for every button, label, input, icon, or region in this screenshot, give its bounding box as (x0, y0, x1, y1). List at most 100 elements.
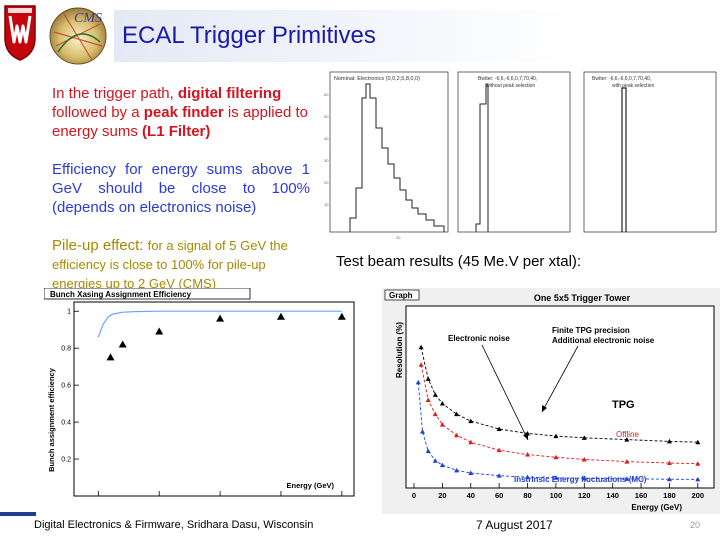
data-point-triangle (118, 340, 127, 348)
y-tick-label: 0.6 (61, 383, 71, 390)
histogram-1-legend: Nominal: Electronics (0,0,2,5,8,0,0) (334, 76, 420, 82)
histogram-2-legend-1: Bwtter: -6,6,-6,6,0,7,70,40, (478, 76, 537, 82)
bunch-chart-title: Bunch Xasing Assignment Efficiency (50, 290, 192, 299)
series-point (454, 411, 460, 417)
footer-date: 7 August 2017 (476, 518, 553, 532)
bullet-filtering-part-2: digital filtering (177, 85, 282, 102)
h1-tick-label: 40 (324, 136, 329, 141)
series-point (496, 426, 502, 432)
annotation-offline: Offline (616, 430, 640, 439)
data-point-triangle (155, 327, 164, 335)
y-tick-label: 0.4 (61, 420, 71, 427)
annotation-tpg: TPG (612, 399, 635, 411)
cms-logo-text: CMS (74, 11, 102, 26)
graph-frame (405, 305, 715, 489)
y-tick-label: 0.8 (61, 346, 71, 353)
series-point (581, 456, 587, 462)
h1-tick-label: 20 (396, 235, 401, 240)
bullet-filtering-part-3: followed by a (52, 104, 144, 121)
series-point (581, 475, 587, 481)
series-point (553, 475, 559, 480)
bullet-efficiency: Efficiency for energy sums above 1 GeV s… (52, 161, 310, 216)
x-tick-label: 0 (412, 491, 416, 500)
bullet-filtering-part-1: In the trigger path, (52, 85, 178, 102)
series-point (496, 447, 502, 453)
histogram-panel-2 (457, 71, 571, 233)
y-tick-label: 1 (67, 309, 71, 316)
series-point (666, 476, 672, 482)
x-tick-label: 80 (523, 491, 531, 500)
graph-x-axis-label: Energy (GeV) (631, 503, 682, 512)
x-tick-label: 120 (578, 491, 591, 500)
series-point (425, 448, 431, 454)
page-title: ECAL Trigger Primitives (122, 22, 376, 49)
data-point-triangle (337, 312, 346, 320)
annotation-additional-noise: Additional electronic noise (552, 336, 655, 345)
bullet-filtering-part-6: (L1 Filter) (142, 123, 211, 140)
cms-logo-icon: CMS (49, 7, 107, 65)
bunch-y-axis-label: Bunch assignment efficiency (47, 367, 56, 472)
series-point (454, 467, 460, 473)
x-tick-label: 60 (495, 491, 503, 500)
x-tick-label: 160 (635, 491, 648, 500)
series-point (420, 429, 426, 434)
y-tick-label: 0.2 (61, 457, 71, 464)
chart-title-box (44, 288, 251, 300)
histogram-3-curve (621, 87, 627, 232)
x-tick-label: 20 (438, 491, 446, 500)
series-point (666, 438, 672, 444)
x-tick-label: 40 (467, 491, 475, 500)
arrow-finite-tpg (541, 345, 579, 413)
x-tick-label: 200 (692, 491, 705, 500)
series-point (666, 460, 672, 466)
histogram-1-curve (349, 83, 445, 232)
series-point (454, 432, 460, 438)
series-point (418, 344, 424, 350)
series-point (439, 401, 445, 406)
graph-title: One 5x5 Trigger Tower (534, 293, 631, 303)
h1-tick-label: 60 (324, 92, 329, 97)
tick-group: 0 20 40 60 80 100 120 140 160 180 200 (412, 483, 704, 500)
arrow-head (523, 433, 528, 440)
series-point (624, 459, 630, 464)
series-group (415, 344, 701, 482)
histogram-3-legend-2: with peak selection (612, 83, 654, 89)
series-point (496, 473, 502, 478)
efficiency-fit-curve (97, 310, 342, 338)
bunch-efficiency-chart: Bunch Xasing Assignment Efficiency Bunch… (44, 288, 360, 500)
series-point (425, 376, 431, 381)
annotation-intrinsic: Instrinsic Energy fluctuations (MC) (514, 475, 647, 484)
h1-tick-label: 10 (324, 202, 329, 207)
series-point (581, 435, 587, 440)
arrow-electronic-noise (481, 344, 529, 441)
series-point (418, 362, 424, 367)
series-point (553, 433, 559, 439)
graph-tab-label: Graph (389, 291, 413, 300)
bullet-pileup-lead: Pile-up effect: (52, 237, 148, 254)
series-point (553, 454, 559, 460)
x-tick-label: 180 (663, 491, 676, 500)
histogram-3-legend-1: Bwtter: -6,6,-6,6,0,7,70,40, (592, 76, 651, 82)
series-point (468, 439, 474, 445)
series-point (439, 462, 445, 468)
title-band (114, 10, 720, 62)
histogram-panel-3 (583, 71, 717, 233)
series-point (695, 439, 701, 445)
graph-tab-box (384, 289, 420, 301)
series-point (525, 474, 531, 480)
series-point (432, 392, 438, 397)
annotation-electronic-noise: Electronic noise (448, 334, 510, 343)
series-point (695, 461, 701, 466)
page-number: 20 (690, 520, 701, 530)
wisconsin-crest-icon (4, 5, 36, 61)
histogram-panel-1 (329, 71, 449, 233)
series-point (525, 452, 531, 457)
series-point (439, 422, 445, 427)
bunch-x-axis-label: Energy (GeV) (286, 481, 334, 490)
test-beam-label: Test beam results (45 Me.V per xtal): (336, 253, 582, 270)
series-point (415, 379, 421, 385)
series-point (624, 476, 630, 481)
data-point-triangle (106, 353, 115, 361)
x-tick-label: 100 (550, 491, 563, 500)
bullet-filtering-part-4: peak finder (143, 104, 224, 121)
